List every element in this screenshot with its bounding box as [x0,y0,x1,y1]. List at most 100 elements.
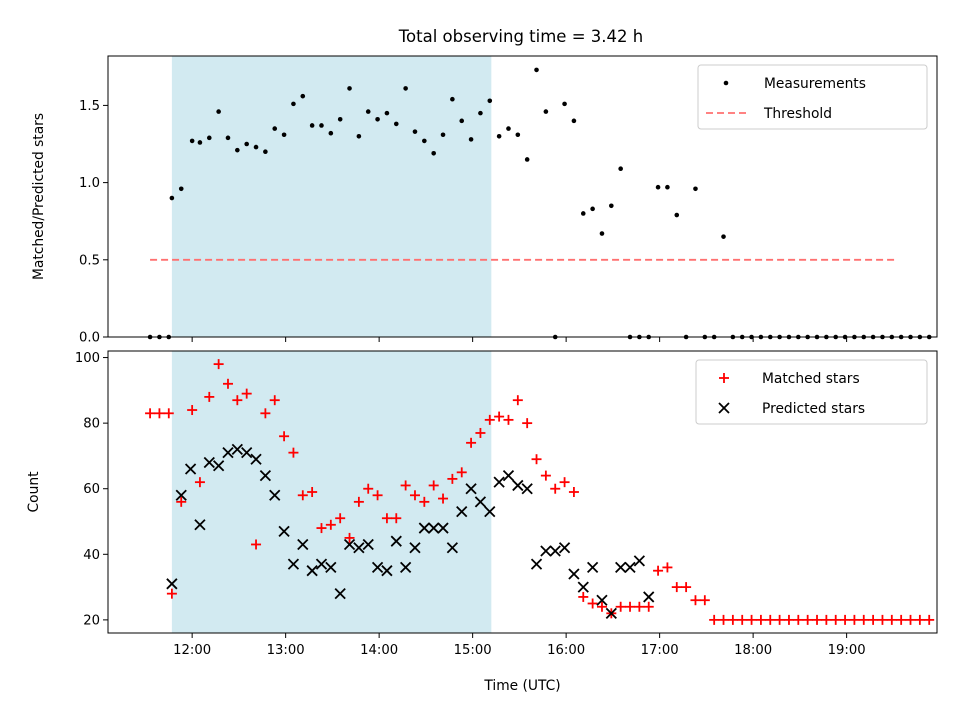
predicted-star-marker [530,558,543,570]
x-stroke-b [166,578,178,590]
matched-star-marker [578,591,589,602]
predicted-star-marker [250,453,262,465]
top-legend: Measurements Threshold [697,64,928,130]
bottom-series-layer [145,359,935,625]
matched-star-marker [288,447,299,458]
x-stroke-b [371,561,384,574]
predicted-star-marker [287,558,300,570]
y-tick-label: 1.0 [79,176,100,191]
matched-star-marker [400,480,411,491]
x-stroke-b [381,565,393,577]
x-stroke-b [615,561,627,574]
top-ylabel: Matched/Predicted stars [31,113,47,280]
matched-star-marker [163,408,174,419]
measurement-point [235,147,240,153]
predicted-star-marker [269,489,281,501]
bottom-y-ticks: 20 40 60 80 100 [75,351,108,628]
predicted-star-marker [437,522,449,534]
observing-window-band [171,56,492,337]
measurement-point [300,93,306,99]
matched-star-marker [419,496,430,507]
matched-star-marker [783,614,794,625]
predicted-star-marker [577,581,589,593]
predicted-star-marker [399,561,412,574]
bottom-ylabel: Count [26,471,42,513]
predicted-star-marker [353,542,365,554]
measurement-point [309,123,315,128]
x-stroke-b [493,476,505,488]
predicted-star-marker [222,447,234,459]
x-stroke-b [530,558,543,570]
measurement-point [263,149,268,155]
matched-star-marker [251,539,262,550]
x-stroke-b [521,483,533,495]
predicted-star-marker [381,565,393,577]
measurement-point [189,138,195,144]
top-series-layer [147,67,932,340]
matched-star-marker [793,614,804,625]
x-tick-label: 16:00 [547,643,585,658]
predicted-star-marker [297,538,309,551]
matched-star-marker [428,480,439,491]
matched-star-marker [353,496,364,507]
x-stroke-b [213,460,225,472]
predicted-star-marker [615,561,627,574]
measurement-point [478,110,483,116]
measurement-point [403,86,408,91]
matched-star-marker [718,614,729,625]
x-stroke-b [241,447,253,459]
matched-star-marker [681,582,692,593]
top-panel: 0.0 0.5 1.0 1.5 Matched/Predicted stars Mea… [31,55,938,346]
matched-star-marker [568,487,579,497]
matched-star-marker [269,395,280,406]
y-tick-label: 0.5 [79,253,100,268]
chart-title: Total observing time = 3.42 h [398,27,643,46]
matched-star-marker [699,595,710,606]
predicted-star-marker [558,542,571,554]
predicted-star-marker [278,525,290,537]
matched-star-marker [187,405,198,416]
matched-star-marker [540,470,551,481]
predicted-star-marker [325,561,337,574]
matched-star-marker [297,490,308,501]
x-stroke-b [568,568,580,580]
matched-star-marker [550,483,561,494]
measurement-point [178,186,184,192]
measurement-point [450,96,455,102]
y-tick-label: 0.0 [79,331,100,346]
measurement-point [693,186,698,192]
predicted-star-marker [428,522,440,534]
legend-box [695,359,928,425]
measurement-point [412,129,418,134]
measurement-point [524,157,530,162]
x-stroke-b [643,591,655,603]
predicted-star-marker [418,522,430,534]
measurement-point [618,166,623,172]
matched-star-marker [755,614,766,625]
legend-measurement-swatch [723,80,729,86]
x-stroke-b [624,561,636,574]
x-stroke-b [231,443,243,456]
matched-star-marker [634,601,645,612]
matched-star-marker [381,513,392,524]
predicted-star-marker [241,447,253,459]
measurement-point [562,101,567,107]
x-stroke-b [269,489,281,501]
observing-window-band [171,351,492,633]
matched-star-marker [643,601,654,612]
matched-star-marker [625,601,636,612]
measurement-point [721,234,726,239]
x-stroke-b [465,483,477,495]
measurement-point [665,184,670,190]
measurement-point [169,195,175,201]
matched-star-marker [896,614,907,625]
matched-star-marker [821,614,832,625]
matched-star-marker [466,437,477,448]
measurement-point [347,86,352,91]
measurement-point [375,117,380,122]
x-tick-label: 17:00 [641,643,679,658]
predicted-star-marker [484,506,496,518]
predicted-star-marker [586,561,599,574]
predicted-star-marker [166,578,178,590]
predicted-star-marker [512,479,524,492]
